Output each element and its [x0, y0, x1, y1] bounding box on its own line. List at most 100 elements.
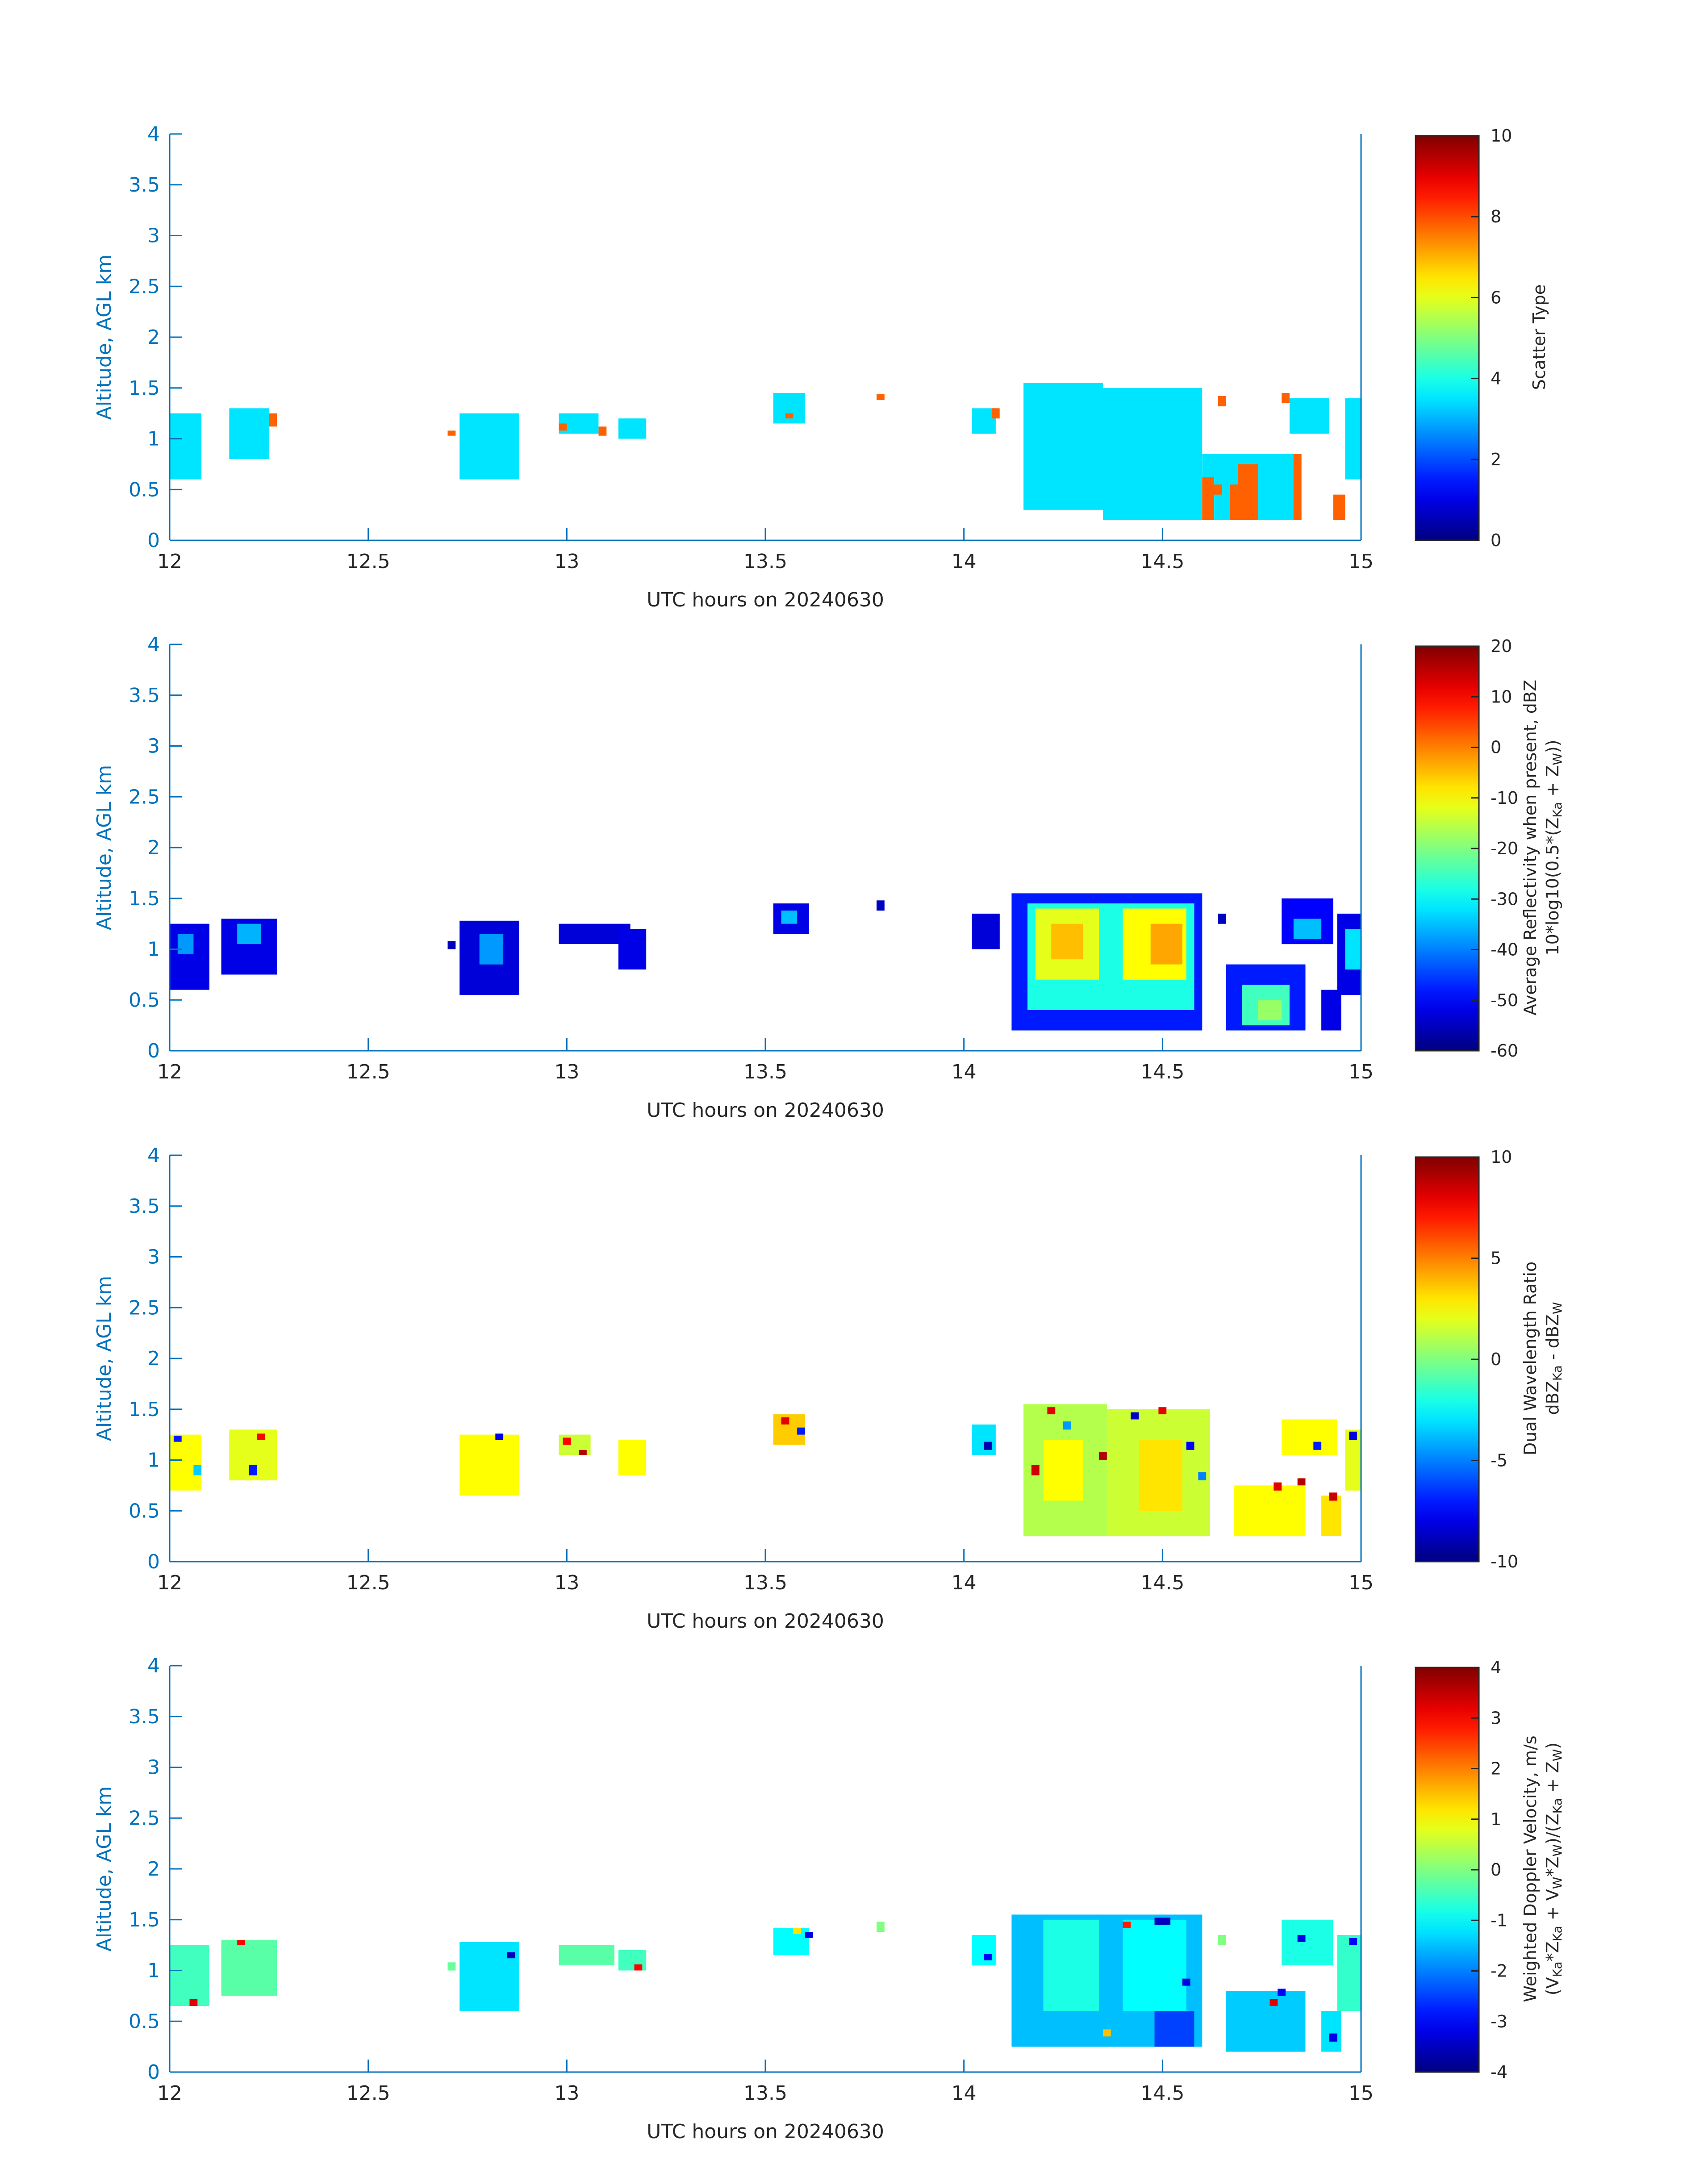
heatmap-cell: [1198, 1472, 1207, 1480]
y-tick-label: 0.5: [129, 478, 160, 501]
heatmap-cell: [1202, 477, 1214, 520]
heatmap-cell: [781, 1417, 789, 1425]
x-tick-label: 15: [1349, 550, 1374, 573]
colorbar-tick-label: -40: [1491, 940, 1518, 960]
heatmap-cell: [1154, 2011, 1194, 2047]
y-tick-label: 4: [147, 1655, 160, 1677]
x-tick-label: 12: [157, 550, 182, 573]
heatmap-cell: [1329, 2033, 1337, 2042]
heatmap-cell: [257, 1433, 265, 1440]
heatmap-cell: [1186, 1442, 1194, 1450]
heatmap-cell: [1274, 1482, 1282, 1491]
y-tick-label: 1.5: [129, 887, 160, 910]
colorbar-tick-label: 2: [1491, 1759, 1501, 1779]
y-tick-label: 1: [147, 428, 160, 451]
colorbar-label: 10*log10(0.5*(ZKa + ZW)): [1543, 740, 1565, 955]
heatmap-cell: [1329, 1492, 1337, 1501]
heatmap-cell: [972, 1935, 996, 1966]
heatmap-cell: [1257, 1000, 1282, 1020]
heatmap-cell: [479, 934, 504, 965]
heatmap-cell: [1102, 388, 1203, 520]
colorbar-label: Weighted Doppler Velocity, m/s: [1520, 1735, 1540, 2002]
y-tick-label: 2: [147, 1347, 160, 1370]
x-tick-label: 12: [157, 2082, 182, 2105]
x-tick-label: 14.5: [1140, 1061, 1184, 1083]
heatmap-cell: [447, 430, 456, 436]
colorbar-tick-label: 0: [1491, 1350, 1501, 1369]
x-axis-label: UTC hours on 20240630: [647, 589, 884, 611]
x-tick-label: 15: [1349, 1061, 1374, 1083]
heatmap-cell: [1043, 1440, 1083, 1501]
heatmap-cell: [618, 1440, 647, 1475]
heatmap-cell: [793, 1927, 802, 1934]
heatmap-cell: [1150, 923, 1182, 965]
heatmap-cell: [559, 1945, 614, 1966]
panel-2: 0 0.5 1 1.5 2 2.5 3 3.5 4 12 12.5 13 13.5 14 14.5 15 Alt…: [93, 633, 1565, 1122]
x-tick-label: 13: [554, 1061, 579, 1083]
x-tick-label: 13.5: [743, 1571, 787, 1594]
colorbar-tick-label: -20: [1491, 839, 1518, 858]
y-tick-label: 1.5: [129, 1398, 160, 1421]
heatmap-cell: [1297, 1935, 1306, 1942]
heatmap-cell: [1289, 398, 1329, 434]
y-tick-label: 0.5: [129, 989, 160, 1011]
heatmap-cell: [1238, 464, 1258, 520]
heatmap-cell: [618, 929, 647, 969]
y-tick-label: 2.5: [129, 1807, 160, 1830]
heatmap-cell: [229, 408, 269, 460]
colorbar-label: Scatter Type: [1529, 284, 1549, 390]
x-tick-label: 12: [157, 1061, 182, 1083]
heatmap-cell: [785, 413, 793, 418]
y-tick-label: 3: [147, 1756, 160, 1779]
y-tick-label: 2: [147, 1858, 160, 1880]
colorbar-tick-label: 0: [1491, 1860, 1501, 1880]
colorbar-tick-label: -10: [1491, 1552, 1518, 1571]
heatmap-cell: [991, 408, 1000, 419]
heatmap-cell: [1063, 1421, 1071, 1430]
heatmap-cell: [972, 1424, 996, 1455]
heatmap-cell: [1278, 1989, 1286, 1996]
colorbar-tick-label: -30: [1491, 889, 1518, 909]
colorbar-tick-label: 10: [1491, 126, 1512, 146]
colorbar-label: Dual Wavelength Ratio: [1520, 1262, 1540, 1455]
y-tick-label: 0.5: [129, 2010, 160, 2033]
heatmap-cell: [1282, 393, 1290, 403]
heatmap-cell: [877, 900, 885, 911]
x-tick-label: 13.5: [743, 1061, 787, 1083]
heatmap-cell: [170, 413, 202, 480]
heatmap-cell: [1218, 1935, 1226, 1945]
colorbar-tick-label: -60: [1491, 1041, 1518, 1061]
x-tick-label: 13.5: [743, 2082, 787, 2105]
x-tick-label: 14.5: [1140, 2082, 1184, 2105]
colorbar-tick-label: 6: [1491, 288, 1501, 307]
heatmap-cell: [269, 413, 277, 427]
x-tick-label: 14.5: [1140, 1571, 1184, 1594]
heatmap-cell: [237, 1940, 245, 1945]
heatmap-cell: [1102, 2029, 1111, 2037]
heatmap-cell: [1337, 1935, 1361, 2011]
heatmap-cell: [1321, 1496, 1341, 1537]
y-tick-label: 2.5: [129, 786, 160, 808]
y-tick-label: 4: [147, 123, 160, 146]
colorbar-tick-label: -1: [1491, 1910, 1508, 1930]
colorbar-label: dBZKa - dBZW: [1543, 1302, 1565, 1415]
heatmap-cell: [459, 413, 519, 480]
heatmap-cell: [170, 1945, 209, 2006]
colorbar-tick-label: 10: [1491, 1147, 1512, 1167]
colorbar: [1415, 645, 1480, 1052]
heatmap-cell: [170, 1434, 202, 1491]
heatmap-cell: [1313, 1442, 1322, 1450]
x-axis-label: UTC hours on 20240630: [647, 1099, 884, 1122]
heatmap-cell: [189, 1999, 198, 2006]
heatmap-cell: [805, 1932, 813, 1938]
heatmap-cell: [1226, 1991, 1306, 2052]
x-tick-label: 13.5: [743, 550, 787, 573]
y-tick-label: 4: [147, 633, 160, 656]
colorbar-tick-label: -5: [1491, 1451, 1508, 1471]
y-tick-label: 3.5: [129, 684, 160, 707]
heatmap-cell: [1293, 454, 1302, 520]
panel-1: 0 0.5 1 1.5 2 2.5 3 3.5 4 12 12.5 13 13.5 14 14.5 15 Alt…: [93, 123, 1549, 611]
heatmap-cell: [1282, 1419, 1337, 1455]
heatmap-cell: [1270, 1999, 1278, 2006]
